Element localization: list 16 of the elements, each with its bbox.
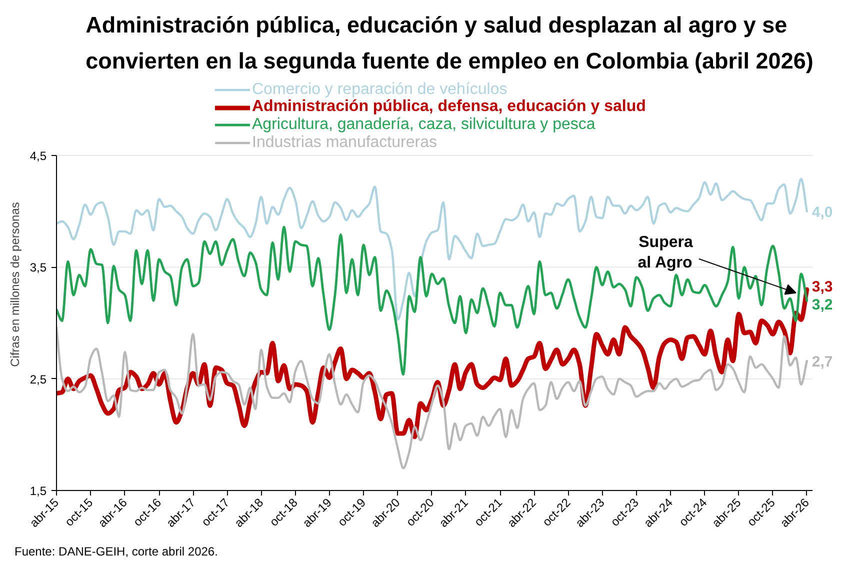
- y-tick-label: 3,5: [30, 260, 47, 275]
- legend-label: Administración pública, defensa, educación y salud: [252, 98, 646, 116]
- legend-label: Industrias manufactureras: [252, 134, 437, 152]
- data-label: 4,0: [812, 204, 833, 221]
- legend-label: Agricultura, ganadería, caza, silvicultura y pesca: [252, 116, 596, 134]
- y-tick-label: 1,5: [30, 484, 47, 498]
- y-tick-label: 2,5: [30, 372, 47, 386]
- data-label: 2,7: [812, 353, 833, 370]
- source-note: Fuente: DANE-GEIH, corte abril 2026.: [14, 544, 218, 558]
- data-label: 3,3: [812, 278, 833, 296]
- y-tick-label: 4,5: [30, 149, 47, 163]
- chart-title: Administración pública, educación y salud desplazan al agro y se convierten en la segunda fuente de empleo en Colombia (abril 2026): [86, 12, 814, 74]
- y-axis-title: Cifras en millones de personas: [8, 202, 22, 367]
- data-label: 3,2: [812, 296, 833, 314]
- annotation: Supera al Agro: [638, 234, 693, 272]
- legend-label: Comercio y reparación de vehículos: [252, 80, 508, 98]
